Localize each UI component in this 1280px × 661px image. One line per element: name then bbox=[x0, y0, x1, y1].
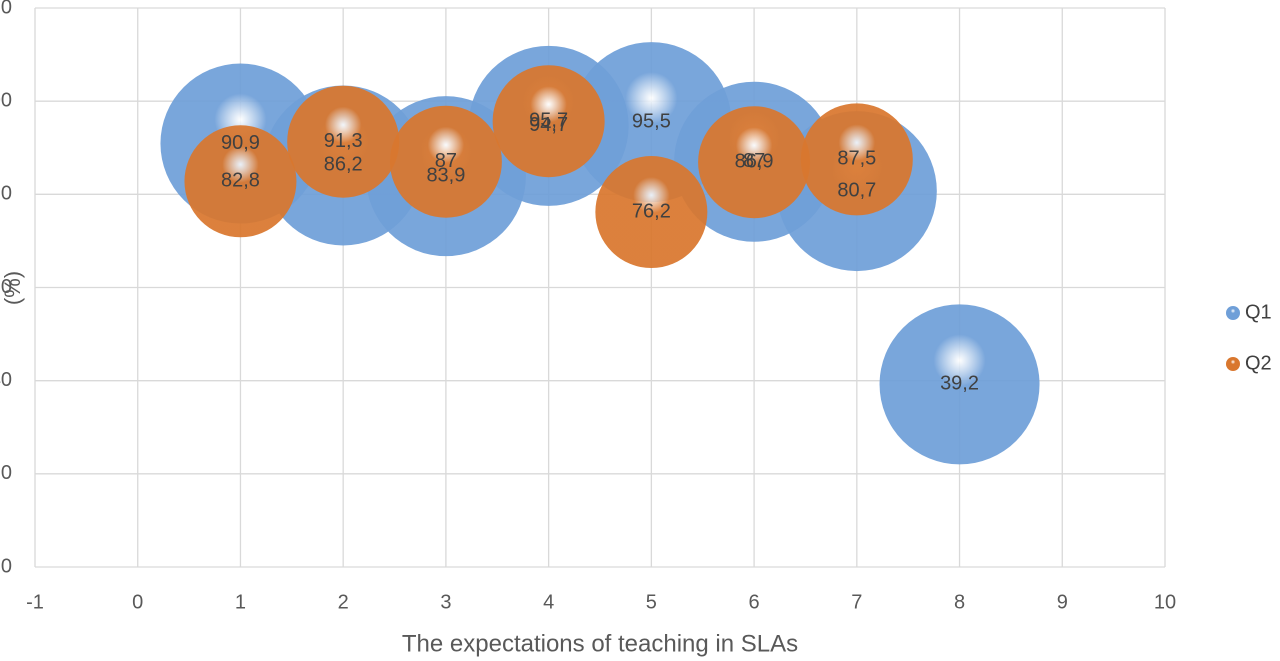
x-tick-label: 7 bbox=[851, 591, 862, 613]
x-tick-label: 8 bbox=[954, 591, 965, 613]
bubble bbox=[389, 105, 502, 218]
bubble bbox=[287, 85, 400, 198]
y-tick-label: 60 bbox=[0, 276, 12, 298]
data-label: 87 bbox=[435, 150, 457, 172]
data-label: 90,9 bbox=[221, 132, 260, 154]
data-label: 82,8 bbox=[221, 170, 260, 192]
x-tick-label: 1 bbox=[235, 591, 246, 613]
data-label: 87,5 bbox=[837, 148, 876, 170]
bubble bbox=[879, 304, 1040, 465]
legend-label: Q1 bbox=[1245, 301, 1272, 323]
data-label: 94,7 bbox=[529, 114, 568, 136]
data-label: 83,9 bbox=[426, 164, 465, 186]
data-label: 91,3 bbox=[324, 130, 363, 152]
x-tick-label: -1 bbox=[26, 591, 44, 613]
data-label: 86,9 bbox=[735, 150, 774, 172]
data-label: 86,2 bbox=[324, 154, 363, 176]
x-tick-label: 3 bbox=[440, 591, 451, 613]
legend-marker bbox=[1226, 306, 1240, 320]
data-label: 76,2 bbox=[632, 200, 671, 222]
x-tick-label: 6 bbox=[749, 591, 760, 613]
y-tick-label: 20 bbox=[0, 462, 12, 484]
bubble bbox=[184, 125, 297, 238]
y-tick-label: 40 bbox=[0, 369, 12, 391]
x-tick-label: 0 bbox=[132, 591, 143, 613]
y-tick-label: 120 bbox=[0, 0, 12, 18]
bubble bbox=[698, 106, 811, 219]
data-label: 95,5 bbox=[632, 110, 671, 132]
x-tick-label: 5 bbox=[646, 591, 657, 613]
data-label: 39,2 bbox=[940, 373, 979, 395]
y-tick-label: 100 bbox=[0, 89, 12, 111]
y-tick-label: 0 bbox=[1, 555, 12, 577]
x-tick-label: 10 bbox=[1154, 591, 1176, 613]
legend-label: Q2 bbox=[1245, 352, 1272, 374]
x-tick-label: 9 bbox=[1057, 591, 1068, 613]
legend-marker bbox=[1226, 357, 1240, 371]
x-tick-label: 2 bbox=[338, 591, 349, 613]
x-tick-label: 4 bbox=[543, 591, 554, 613]
x-axis-title: The expectations of teaching in SLAs bbox=[402, 630, 798, 657]
bubble bbox=[492, 65, 605, 178]
data-label: 87 bbox=[743, 150, 765, 172]
y-axis-title: (%) bbox=[0, 271, 25, 305]
bubble bbox=[595, 156, 708, 269]
data-label: 95,7 bbox=[529, 109, 568, 131]
y-tick-label: 80 bbox=[0, 183, 12, 205]
bubble bbox=[800, 103, 913, 216]
data-label: 80,7 bbox=[837, 179, 876, 201]
